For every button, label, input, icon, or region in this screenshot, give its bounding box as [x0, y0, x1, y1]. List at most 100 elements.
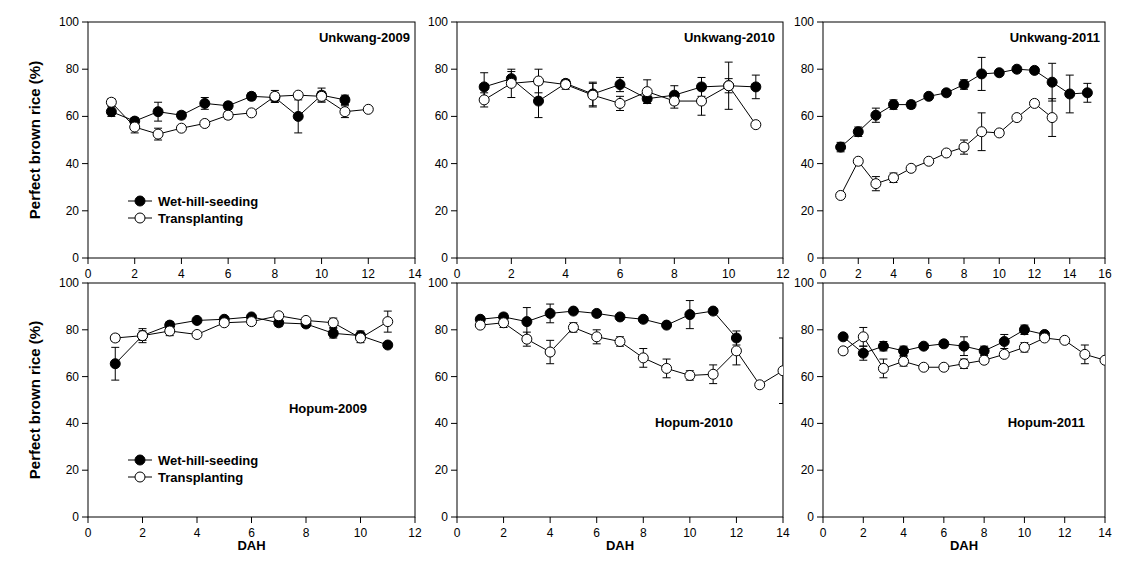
point: [1047, 77, 1057, 87]
point: [724, 81, 734, 91]
error-cap: [616, 110, 624, 111]
y-tick-label: 40: [66, 157, 80, 171]
point: [838, 346, 848, 356]
y-tick: [817, 329, 823, 330]
error-cap: [732, 364, 740, 365]
error-cap: [589, 82, 597, 83]
point: [939, 339, 949, 349]
point: [662, 363, 672, 373]
x-tick-label: 0: [820, 267, 827, 281]
point: [1030, 98, 1040, 108]
error-bar: [1066, 75, 1074, 113]
panel: 020406080100024681012Unkwang-2010: [428, 15, 790, 281]
error-cap: [1083, 102, 1091, 103]
x-tick-label: 4: [178, 267, 185, 281]
series-line: [111, 95, 345, 121]
series-line: [843, 330, 1044, 353]
y-tick: [451, 517, 457, 518]
point: [751, 82, 761, 92]
y-tick-label: 80: [66, 62, 80, 76]
x-axis-label: DAH: [606, 538, 634, 553]
error-bar: [872, 108, 880, 122]
point: [247, 317, 257, 327]
error-bar: [329, 329, 337, 338]
x-tick: [1034, 258, 1035, 264]
error-cap: [201, 97, 209, 98]
point: [919, 341, 929, 351]
point: [731, 346, 741, 356]
error-bar: [859, 346, 867, 360]
error-bar: [752, 75, 760, 99]
x-tick: [415, 517, 416, 523]
point: [669, 96, 679, 106]
error-cap: [1048, 98, 1056, 99]
y-tick: [82, 329, 88, 330]
error-cap: [318, 88, 326, 89]
point: [1100, 355, 1105, 365]
point: [138, 331, 148, 341]
error-cap: [670, 108, 678, 109]
error-cap: [725, 62, 733, 63]
series-line: [841, 103, 1053, 195]
y-tick: [82, 69, 88, 70]
y-tick-label: 60: [801, 370, 815, 384]
x-tick-label: 10: [315, 267, 329, 281]
y-tick: [82, 517, 88, 518]
x-tick-label: 0: [85, 526, 92, 540]
error-cap: [978, 150, 986, 151]
point: [293, 111, 303, 121]
error-bar: [107, 107, 115, 116]
error-bar: [980, 346, 988, 355]
y-tick: [451, 283, 457, 284]
error-cap: [139, 342, 147, 343]
y-tick-label: 20: [801, 463, 815, 477]
y-tick: [817, 517, 823, 518]
figure: 02040608010002468101214Perfect brown ric…: [0, 0, 1129, 575]
y-tick: [82, 423, 88, 424]
point: [522, 317, 532, 327]
error-cap: [589, 106, 597, 107]
x-tick: [503, 517, 504, 523]
plot-frame: [457, 22, 783, 258]
panel: 020406080100024681012Perfect brown rice …: [26, 276, 422, 553]
y-tick-label: 80: [66, 323, 80, 337]
y-tick: [451, 116, 457, 117]
error-bar: [318, 92, 326, 101]
error-bar: [1048, 63, 1056, 101]
point: [871, 110, 881, 120]
x-tick: [228, 258, 229, 264]
error-cap: [616, 96, 624, 97]
x-tick: [736, 517, 737, 523]
y-tick-label: 100: [794, 15, 814, 29]
error-bar: [523, 308, 531, 336]
point: [592, 308, 602, 318]
error-bar: [139, 331, 147, 340]
x-tick: [274, 258, 275, 264]
error-bar: [480, 93, 488, 107]
x-tick: [1105, 258, 1106, 264]
point: [999, 349, 1009, 359]
point: [293, 90, 303, 100]
y-tick: [817, 22, 823, 23]
error-bar: [978, 113, 986, 151]
error-bar: [900, 346, 908, 355]
error-cap: [546, 322, 554, 323]
point: [941, 148, 951, 158]
x-tick-label: 10: [683, 526, 697, 540]
error-bar: [593, 330, 601, 344]
error-bar: [384, 311, 392, 332]
x-tick-label: 6: [593, 526, 600, 540]
point: [219, 318, 229, 328]
error-bar: [1083, 83, 1091, 102]
y-tick: [82, 116, 88, 117]
x-tick: [823, 517, 824, 523]
error-bar: [960, 140, 968, 154]
error-bar: [562, 80, 570, 89]
x-tick: [321, 258, 322, 264]
point: [328, 328, 338, 338]
point: [165, 326, 175, 336]
legend-marker: [135, 213, 145, 223]
point: [1065, 89, 1075, 99]
x-tick-label: 12: [730, 526, 744, 540]
point: [176, 110, 186, 120]
